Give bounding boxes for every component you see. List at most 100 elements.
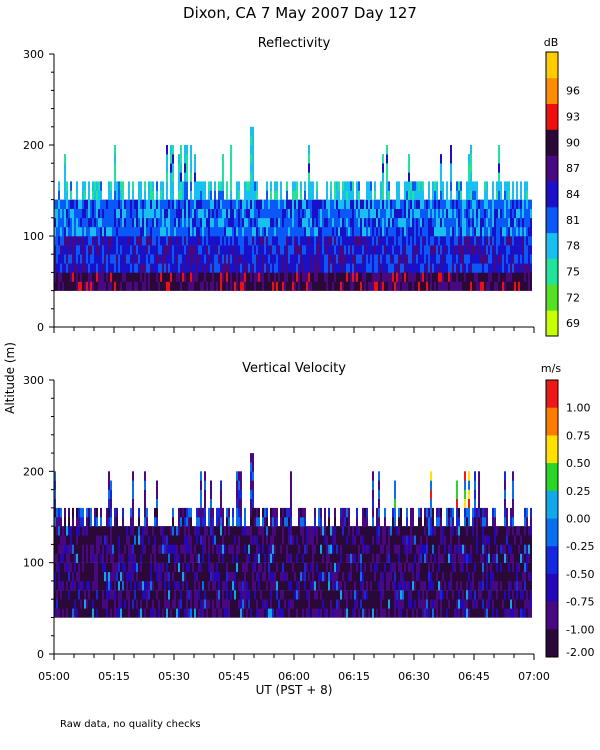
heatmap-cell bbox=[382, 236, 384, 246]
heatmap-cell bbox=[86, 571, 88, 582]
heatmap-cell bbox=[222, 236, 224, 246]
heatmap-cell bbox=[344, 190, 346, 200]
heatmap-cell bbox=[352, 236, 354, 246]
heatmap-cell bbox=[162, 226, 164, 237]
heatmap-cell bbox=[396, 590, 398, 600]
heatmap-cell bbox=[146, 507, 148, 518]
heatmap-cell bbox=[374, 245, 376, 255]
heatmap-cell bbox=[360, 544, 362, 554]
heatmap-cell bbox=[360, 272, 362, 282]
heatmap-cell bbox=[224, 236, 226, 246]
heatmap-cell bbox=[194, 599, 196, 609]
heatmap-cell bbox=[168, 245, 170, 255]
heatmap-cell bbox=[54, 226, 56, 237]
heatmap-cell bbox=[106, 553, 108, 563]
heatmap-cell bbox=[412, 553, 414, 563]
heatmap-cell bbox=[380, 526, 382, 536]
heatmap-cell bbox=[320, 553, 322, 563]
heatmap-cell bbox=[432, 199, 434, 209]
heatmap-cell bbox=[276, 245, 278, 255]
heatmap-cell bbox=[86, 590, 88, 600]
heatmap-cell bbox=[246, 526, 248, 536]
heatmap-cell bbox=[118, 217, 120, 228]
heatmap-cell bbox=[488, 272, 490, 282]
heatmap-cell bbox=[134, 562, 136, 573]
heatmap-cell bbox=[266, 245, 268, 255]
heatmap-cell bbox=[466, 281, 468, 291]
heatmap-cell bbox=[174, 254, 176, 264]
heatmap-cell bbox=[324, 535, 326, 545]
heatmap-cell bbox=[56, 571, 58, 582]
heatmap-cell bbox=[328, 208, 330, 219]
heatmap-cell bbox=[456, 208, 458, 219]
heatmap-cell bbox=[134, 580, 136, 591]
heatmap-cell bbox=[92, 526, 94, 536]
heatmap-cell bbox=[140, 236, 142, 246]
heatmap-cell bbox=[258, 226, 260, 237]
heatmap-cell bbox=[272, 217, 274, 228]
heatmap-cell bbox=[126, 535, 128, 545]
heatmap-cell bbox=[334, 217, 336, 228]
heatmap-cell bbox=[70, 571, 72, 582]
heatmap-cell bbox=[280, 208, 282, 219]
heatmap-cell bbox=[282, 263, 284, 273]
heatmap-cell bbox=[200, 281, 202, 291]
heatmap-cell bbox=[166, 553, 168, 563]
heatmap-cell bbox=[422, 599, 424, 609]
heatmap-cell bbox=[204, 535, 206, 545]
heatmap-cell bbox=[506, 199, 508, 209]
heatmap-cell bbox=[526, 226, 528, 237]
heatmap-cell bbox=[408, 199, 410, 209]
heatmap-cell bbox=[134, 571, 136, 582]
heatmap-cell bbox=[172, 553, 174, 563]
heatmap-cell bbox=[224, 254, 226, 264]
heatmap-cell bbox=[302, 553, 304, 563]
heatmap-cell bbox=[248, 254, 250, 264]
heatmap-cell bbox=[108, 480, 110, 490]
colorbar-segment bbox=[546, 181, 558, 208]
heatmap-cell bbox=[418, 535, 420, 545]
heatmap-cell bbox=[210, 190, 212, 200]
heatmap-cell bbox=[268, 217, 270, 228]
heatmap-cell bbox=[362, 245, 364, 255]
heatmap-cell bbox=[292, 199, 294, 209]
heatmap-cell bbox=[288, 199, 290, 209]
heatmap-cell bbox=[278, 236, 280, 246]
heatmap-cell bbox=[148, 535, 150, 545]
heatmap-cell bbox=[394, 608, 396, 618]
heatmap-cell bbox=[274, 236, 276, 246]
heatmap-cell bbox=[214, 199, 216, 209]
heatmap-cell bbox=[320, 208, 322, 219]
heatmap-cell bbox=[430, 208, 432, 219]
heatmap-cell bbox=[480, 245, 482, 255]
heatmap-cell bbox=[362, 226, 364, 237]
heatmap-cell bbox=[162, 217, 164, 228]
heatmap-cell bbox=[180, 517, 182, 527]
heatmap-cell bbox=[118, 553, 120, 563]
heatmap-cell bbox=[234, 208, 236, 219]
heatmap-cell bbox=[332, 526, 334, 536]
heatmap-cell bbox=[238, 507, 240, 518]
heatmap-cell bbox=[174, 599, 176, 609]
heatmap-cell bbox=[424, 217, 426, 228]
heatmap-cell bbox=[102, 199, 104, 209]
heatmap-cell bbox=[252, 190, 254, 200]
heatmap-cell bbox=[242, 553, 244, 563]
heatmap-cell bbox=[240, 263, 242, 273]
heatmap-cell bbox=[150, 190, 152, 200]
heatmap-cell bbox=[468, 172, 470, 182]
heatmap-cell bbox=[192, 590, 194, 600]
heatmap-cell bbox=[288, 217, 290, 228]
heatmap-cell bbox=[400, 608, 402, 618]
heatmap-cell bbox=[324, 599, 326, 609]
heatmap-cell bbox=[228, 599, 230, 609]
heatmap-cell bbox=[80, 199, 82, 209]
heatmap-cell bbox=[254, 181, 256, 191]
heatmap-cell bbox=[176, 608, 178, 618]
heatmap-cell bbox=[100, 281, 102, 291]
heatmap-cell bbox=[428, 245, 430, 255]
heatmap-cell bbox=[498, 145, 500, 155]
heatmap-cell bbox=[384, 517, 386, 527]
heatmap-cell bbox=[326, 263, 328, 273]
heatmap-cell bbox=[132, 217, 134, 228]
